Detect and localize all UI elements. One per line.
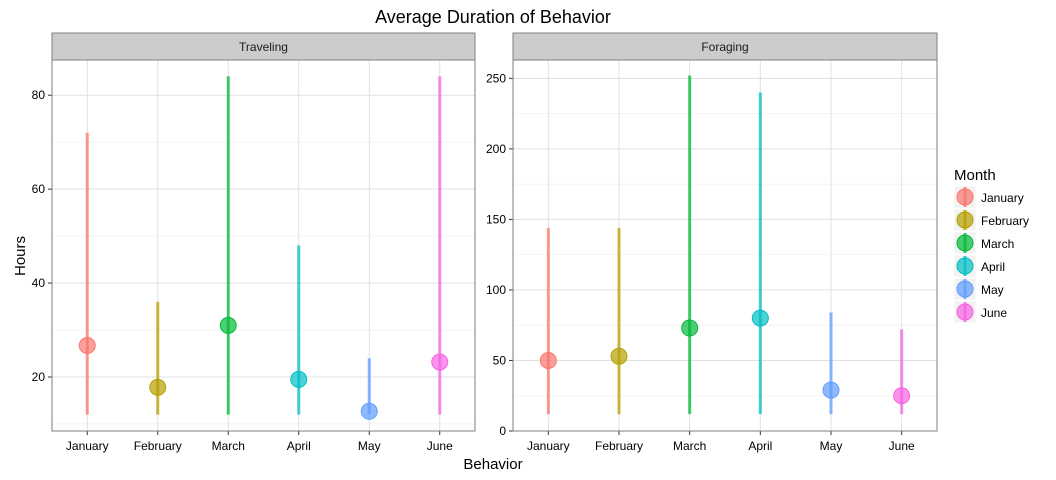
panel-border [51,59,476,432]
y-tick-label: 80 [32,88,46,102]
mean-point-june [893,387,911,405]
mean-point-january [78,337,96,355]
facet-panel-traveling: Traveling 20 40 60 80 January February March Apr… [32,32,476,453]
x-tick-label: March [673,439,706,453]
facet-panel-foraging: Foraging 0 50 100 150 200 250 January February Ma… [486,32,938,453]
y-tick-label: 200 [486,142,506,156]
mean-point-june [431,353,449,371]
legend-item-june: June [953,300,1007,324]
mean-point-may [360,402,378,420]
chart-title: Average Duration of Behavior [375,7,611,27]
legend: Month January February March April May June [953,167,1029,324]
x-axis-label: Behavior [463,456,522,473]
legend-label: February [981,214,1029,228]
mean-point-april [290,370,308,388]
mean-point-april [751,309,769,327]
legend-key-point [956,211,974,229]
panel-border [512,59,938,432]
x-tick-label: April [287,439,311,453]
y-tick-label: 0 [499,424,506,438]
legend-item-february: February [953,208,1029,232]
x-tick-label: January [66,439,109,453]
legend-key-point [956,280,974,298]
mean-point-february [610,347,628,365]
legend-label: March [981,237,1014,251]
x-tick-label: May [820,439,843,453]
y-tick-label: 60 [32,182,46,196]
mean-point-march [681,319,699,337]
legend-label: May [981,283,1004,297]
legend-key-point [956,188,974,206]
facet-strip-label: Traveling [239,40,288,54]
legend-item-january: January [953,185,1024,209]
legend-label: April [981,260,1005,274]
x-tick-label: May [358,439,381,453]
mean-point-february [149,378,167,396]
legend-item-march: March [953,231,1014,255]
y-axis-label: Hours [12,236,29,276]
x-tick-label: June [889,439,915,453]
x-tick-label: February [134,439,182,453]
facet-panels: Traveling 20 40 60 80 January February March Apr… [32,32,938,453]
legend-label: June [981,306,1007,320]
y-tick-label: 150 [486,212,506,226]
y-tick-label: 50 [493,353,507,367]
facet-strip [51,32,476,61]
legend-item-april: April [953,254,1005,278]
mean-point-january [539,351,557,369]
x-tick-label: June [427,439,453,453]
y-tick-label: 40 [32,276,46,290]
legend-key-point [956,234,974,252]
facet-strip-label: Foraging [701,40,748,54]
x-tick-label: February [595,439,643,453]
mean-point-may [822,381,840,399]
legend-key-point [956,303,974,321]
legend-key-point [956,257,974,275]
y-tick-label: 20 [32,370,46,384]
legend-item-may: May [953,277,1004,301]
x-tick-label: January [527,439,570,453]
legend-title: Month [954,167,996,184]
y-tick-label: 250 [486,71,506,85]
facet-strip [512,32,938,61]
panel-background [52,60,475,431]
mean-point-march [219,316,237,334]
x-tick-label: March [212,439,245,453]
legend-label: January [981,191,1024,205]
x-tick-label: April [748,439,772,453]
panel-background [513,60,937,431]
y-tick-label: 100 [486,283,506,297]
